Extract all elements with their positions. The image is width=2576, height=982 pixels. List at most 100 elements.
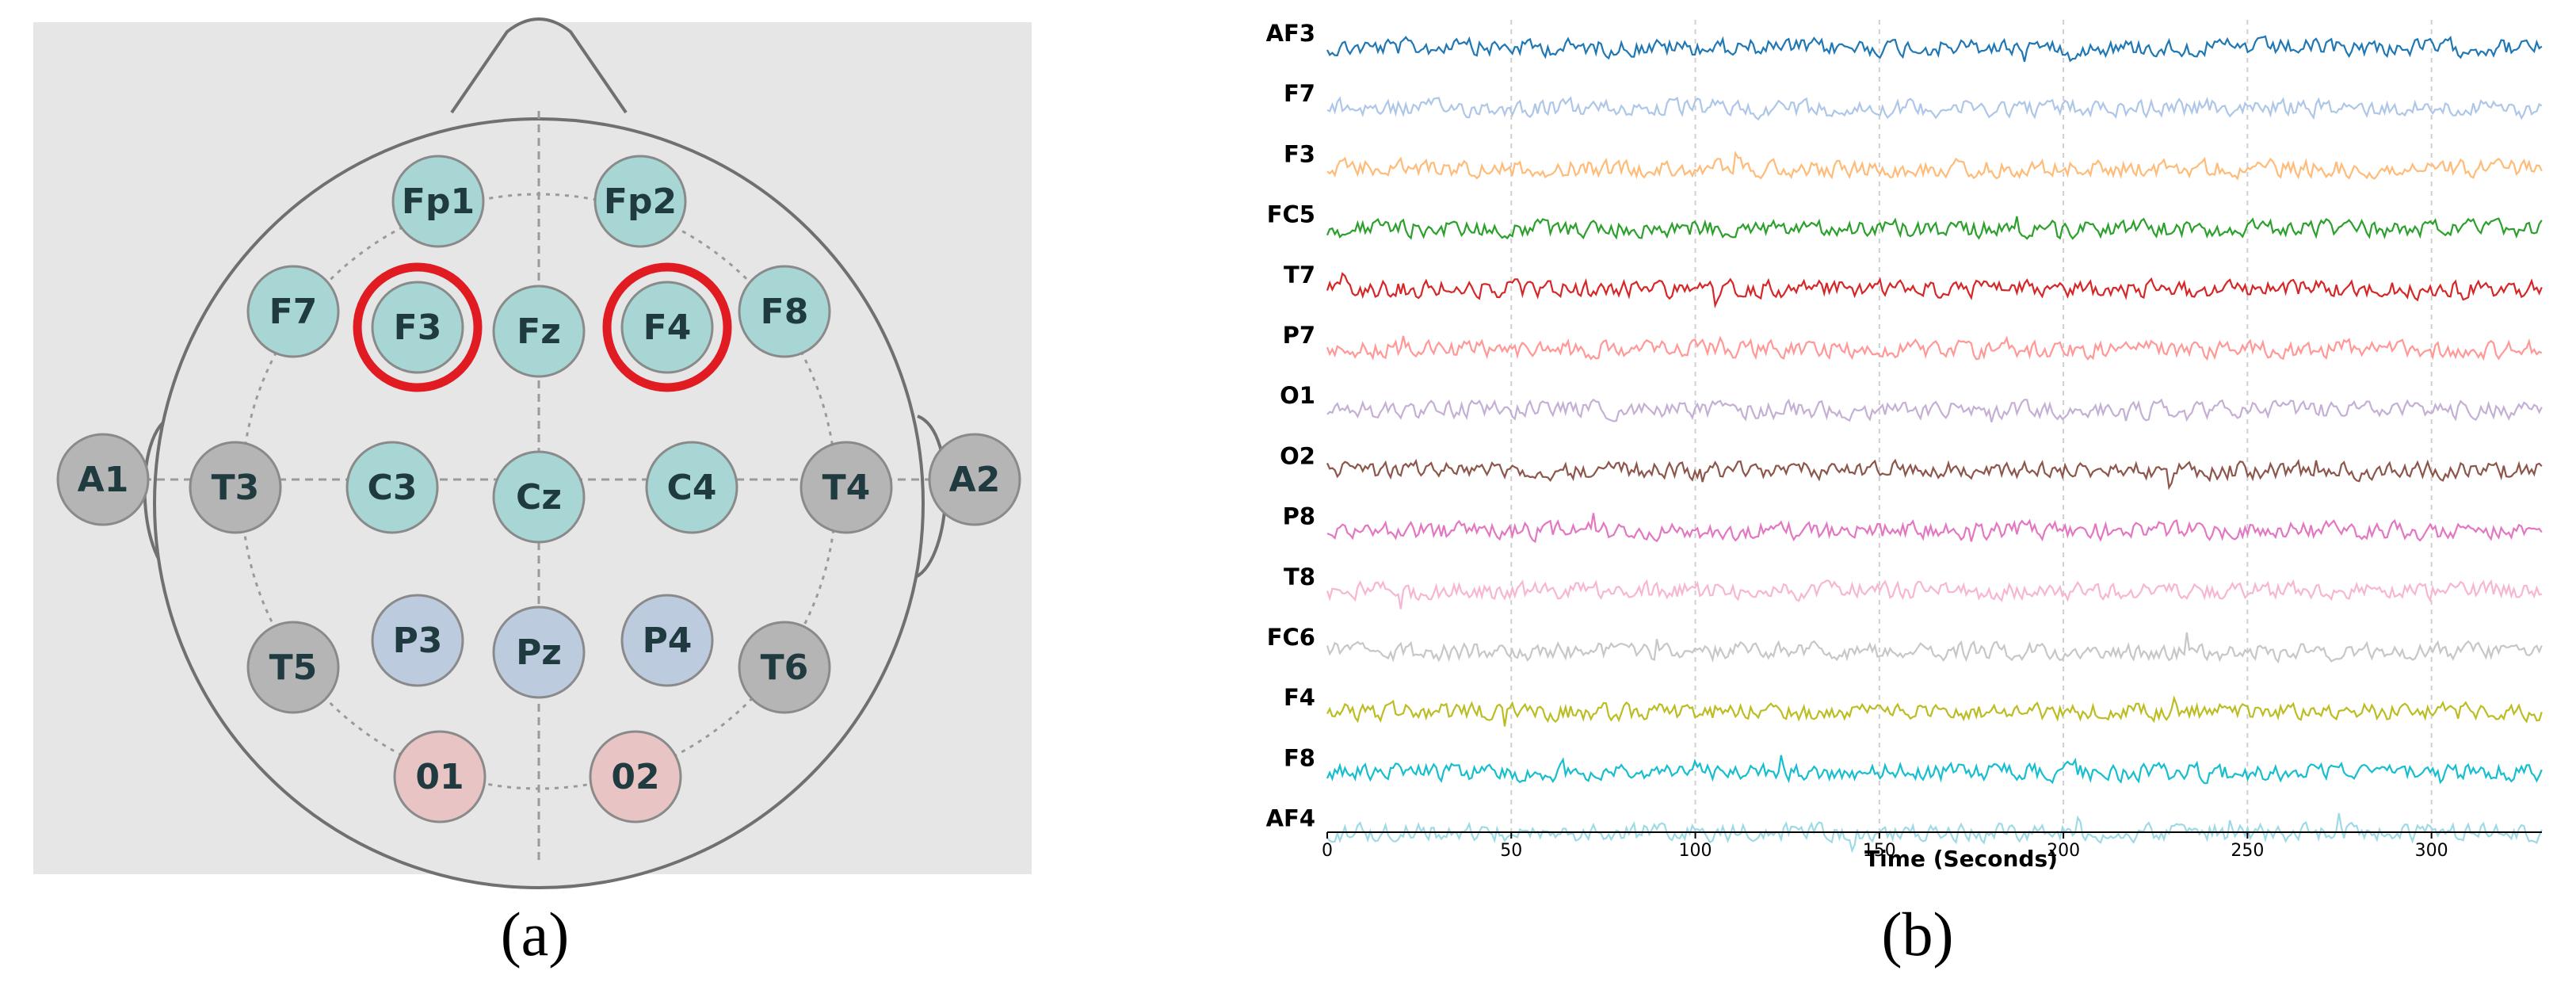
channel-label-af3: AF3: [1266, 20, 1315, 47]
x-tick-label: 300: [2415, 841, 2448, 861]
caption-a: (a): [501, 900, 570, 969]
electrode-p4: P4: [620, 594, 714, 687]
electrode-p3: P3: [371, 594, 464, 687]
trace-f8: [1326, 755, 2543, 785]
channel-label-o2: O2: [1280, 442, 1315, 469]
channel-label-f8: F8: [1284, 744, 1315, 771]
x-tick-label: 200: [2047, 841, 2080, 861]
electrode-c3: C3: [345, 441, 439, 534]
electrode-t5-disc: [246, 621, 340, 714]
electrode-f4-highlight-ring: [602, 262, 732, 392]
x-ticks: 0 50 100 150 200 250 300: [1322, 831, 2542, 861]
electrode-pz-label: Pz: [516, 632, 562, 673]
electrode-c3-label: C3: [368, 468, 418, 508]
channel-label-f3: F3: [1284, 140, 1315, 167]
electrode-f8-disc: [738, 265, 831, 358]
channel-label-p7: P7: [1283, 322, 1315, 349]
electrode-fz: Fz: [492, 285, 586, 378]
channel-label-fc5: FC5: [1267, 201, 1315, 228]
trace-f4: [1326, 695, 2543, 727]
electrode-02-disc: [589, 730, 682, 823]
electrode-cz-label: Cz: [516, 477, 562, 518]
channel-label-fc6: FC6: [1267, 624, 1315, 651]
electrode-f3-disc: [371, 281, 464, 374]
electrode-c4-disc: [645, 441, 738, 534]
chart-traces: [1326, 35, 2543, 854]
channel-labels: AF3 F7 F3 FC5 T7 P7 O1 O2 P8 T8 FC6 F4 F8 AF4: [1266, 20, 1315, 832]
trace-f3: [1326, 150, 2543, 181]
electrode-fp1: Fp1: [391, 155, 485, 248]
trace-t8: [1326, 579, 2543, 609]
electrode-t6-disc: [738, 621, 831, 714]
nose: [450, 17, 628, 114]
electrode-f8: F8: [738, 265, 831, 358]
electrode-f4-label: F4: [643, 308, 692, 348]
x-tick-label: 50: [1500, 841, 1522, 861]
electrode-fp1-label: Fp1: [402, 181, 475, 222]
electrode-02-label: 02: [611, 757, 659, 797]
channel-label-o1: O1: [1280, 382, 1315, 409]
electrode-t3-disc: [189, 441, 282, 534]
electrode-fp2: Fp2: [593, 155, 687, 248]
electrode-p3-disc: [371, 594, 464, 687]
eeg-signals-panel: AF3 F7 F3 FC5 T7 P7 O1 O2 P8 T8 FC6 F4 F8 AF4 0 50 100 1…: [1236, 0, 2576, 982]
electrode-f7: F7: [246, 265, 340, 358]
electrode-01-label: 01: [415, 757, 464, 797]
electrode-02: 02: [589, 730, 682, 823]
electrode-t5-label: T5: [269, 648, 318, 688]
electrode-p3-label: P3: [393, 621, 443, 661]
electrode-t3-label: T3: [212, 468, 260, 508]
electrode-fp1-disc: [391, 155, 485, 248]
electrode-01: 01: [393, 730, 487, 823]
electrode-p4-disc: [620, 594, 714, 687]
trace-af4: [1326, 812, 2543, 854]
electrode-f8-label: F8: [761, 292, 809, 332]
trace-p8: [1326, 513, 2543, 544]
electrode-c3-disc: [345, 441, 439, 534]
electrode-a2-disc: [928, 433, 1021, 526]
x-axis-label: Time (Seconds): [1864, 846, 2058, 872]
electrode-a2-label: A2: [949, 460, 1001, 500]
channel-label-f7: F7: [1284, 80, 1315, 107]
electrode-f4-disc: [620, 281, 714, 374]
electrode-fp2-label: Fp2: [604, 181, 677, 222]
electrode-a1: A1: [56, 433, 150, 526]
electrode-a1-label: A1: [78, 460, 129, 500]
trace-p7: [1326, 335, 2543, 361]
caption-b: (b): [1882, 900, 1954, 969]
electrode-fz-label: Fz: [517, 311, 561, 352]
electrode-cz: Cz: [492, 450, 586, 544]
x-tick-label: 250: [2231, 841, 2264, 861]
x-tick-label: 0: [1322, 841, 1333, 861]
electrode-f3-highlight-ring: [353, 262, 483, 392]
channel-label-p8: P8: [1283, 503, 1315, 530]
electrode-t4-disc: [800, 441, 893, 534]
trace-fc5: [1326, 216, 2543, 240]
electrode-c4: C4: [645, 441, 738, 534]
trace-fc6: [1326, 632, 2543, 664]
trace-t7: [1326, 272, 2543, 309]
electrode-t4: T4: [800, 441, 893, 534]
channel-label-af4: AF4: [1266, 805, 1315, 832]
trace-o1: [1326, 398, 2543, 422]
electrode-t3: T3: [189, 441, 282, 534]
chart-grid: [1510, 20, 2433, 832]
electrode-pz: Pz: [492, 606, 586, 699]
electrode-a2: A2: [928, 433, 1021, 526]
electrode-t5: T5: [246, 621, 340, 714]
electrode-t6-label: T6: [761, 648, 809, 688]
x-tick-label: 100: [1679, 841, 1712, 861]
electrode-01-disc: [393, 730, 487, 823]
electrode-fz-disc: [492, 285, 586, 378]
electrode-p4-label: P4: [643, 621, 693, 661]
electrode-cz-disc: [492, 450, 586, 544]
x-tick-label: 150: [1863, 841, 1896, 861]
electrode-pz-disc: [492, 606, 586, 699]
channel-label-t7: T7: [1284, 262, 1315, 288]
electrode-fp2-disc: [593, 155, 687, 248]
trace-af3: [1326, 35, 2543, 63]
electrode-f7-label: F7: [269, 292, 318, 332]
electrode-a1-disc: [56, 433, 150, 526]
electrode-f4: F4: [602, 262, 732, 392]
electrode-f7-disc: [246, 265, 340, 358]
